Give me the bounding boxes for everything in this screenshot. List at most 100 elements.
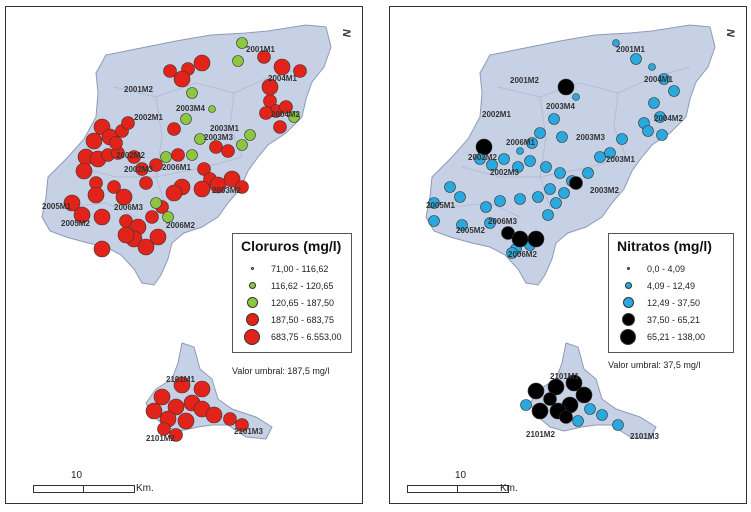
- sample-point: [642, 125, 654, 137]
- zone-label-2003M2: 2003M2: [590, 186, 619, 195]
- legend-class-2: 116,62 - 120,65: [233, 277, 351, 294]
- sample-point: [205, 406, 223, 424]
- sample-point: [516, 147, 524, 155]
- sample-point: [236, 37, 248, 49]
- zone-label-2004M1: 2004M1: [644, 75, 673, 84]
- zone-label-2005M2: 2005M2: [456, 226, 485, 235]
- zone-label-2005M2: 2005M2: [61, 219, 90, 228]
- legend-symbol: [248, 282, 256, 289]
- sample-point: [293, 64, 307, 78]
- sample-point: [480, 201, 492, 213]
- sample-point: [173, 70, 191, 88]
- legend-symbol: [622, 297, 634, 308]
- sample-point: [209, 140, 223, 154]
- sample-point: [75, 162, 93, 180]
- zone-label-2004M1: 2004M1: [268, 74, 297, 83]
- sample-point: [556, 131, 568, 143]
- sample-point: [612, 419, 624, 431]
- legend-label: 0,0 - 4,09: [647, 263, 686, 274]
- sample-point: [121, 116, 135, 130]
- legend-class-3: 12,49 - 37,50: [609, 294, 733, 311]
- zone-label-2003M3: 2003M3: [204, 133, 233, 142]
- sample-point: [93, 240, 111, 258]
- sample-point: [584, 403, 596, 415]
- sample-point: [221, 144, 235, 158]
- zone-label-2005M1: 2005M1: [42, 202, 71, 211]
- legend-label: 116,62 - 120,65: [271, 280, 334, 291]
- scale-bar: [33, 485, 137, 494]
- sample-point: [575, 386, 593, 404]
- legend-label: 65,21 - 138,00: [647, 331, 706, 342]
- sample-point: [524, 155, 536, 167]
- sample-point: [259, 106, 273, 120]
- sample-point: [232, 55, 244, 67]
- zone-label-2004M2: 2004M2: [654, 114, 683, 123]
- zone-label-2101M3: 2101M3: [234, 427, 263, 436]
- zone-label-2002M2: 2002M2: [116, 151, 145, 160]
- sample-point: [107, 180, 121, 194]
- legend-label: 71,00 - 116,62: [271, 263, 329, 274]
- chloride-legend: Cloruros (mg/l) 71,00 - 116,62 116,62 - 1…: [232, 233, 352, 353]
- sample-point: [520, 399, 532, 411]
- sample-point: [474, 153, 486, 165]
- sample-point: [559, 410, 573, 424]
- legend-symbol: [620, 328, 636, 345]
- sample-point: [197, 162, 211, 176]
- sample-point: [648, 63, 656, 71]
- sample-point: [532, 191, 544, 203]
- sample-point: [544, 183, 556, 195]
- sample-point: [137, 238, 155, 256]
- sample-point: [569, 176, 583, 190]
- scale-unit: Km.: [136, 483, 154, 494]
- legend-symbol: [244, 328, 260, 345]
- north-arrow-icon: N: [339, 29, 352, 37]
- zone-label-2101M3: 2101M3: [630, 432, 659, 441]
- nitrate-map: 2001M1 2001M2 2004M1 2003M4 2002M1 2004M2 2003…: [425, 24, 716, 441]
- sample-point: [444, 181, 456, 193]
- sample-point: [167, 398, 185, 416]
- legend-label: 37,50 - 65,21: [647, 314, 701, 325]
- zone-label-2101M2: 2101M2: [146, 434, 175, 443]
- sample-point: [186, 149, 198, 161]
- sample-point: [223, 170, 241, 188]
- sample-point: [153, 388, 171, 406]
- legend-symbol: [624, 282, 632, 289]
- zone-label-2101M2: 2101M2: [526, 430, 555, 439]
- scale-value: 10: [455, 470, 467, 481]
- zone-label-2005M1: 2005M1: [426, 201, 455, 210]
- legend-symbol: [246, 297, 258, 308]
- municipal-border: [77, 156, 243, 178]
- sample-point: [594, 151, 606, 163]
- sample-point: [244, 129, 256, 141]
- zone-label-2002M3: 2002M3: [490, 168, 519, 177]
- sample-point: [554, 167, 566, 179]
- sample-point: [160, 151, 172, 163]
- sample-point: [604, 147, 616, 159]
- ibiza-island: [425, 24, 716, 286]
- municipal-border: [461, 156, 627, 178]
- sample-point: [193, 180, 211, 198]
- sample-point: [542, 209, 554, 221]
- legend-symbol: [621, 313, 635, 326]
- chloride-map: 2001M1 2001M2 2002M1 2003M4 2004M1 2004M2 2003…: [41, 24, 332, 443]
- zone-label-2101M1: 2101M1: [550, 372, 579, 381]
- zone-label-2003M1: 2003M1: [606, 155, 635, 164]
- sample-point: [180, 113, 192, 125]
- sample-point: [162, 211, 174, 223]
- legend-label: 683,75 - 6.553,00: [271, 331, 342, 342]
- sample-point: [456, 219, 468, 231]
- sample-point: [169, 428, 183, 442]
- legend-title: Cloruros (mg/l): [241, 238, 342, 254]
- sample-point: [540, 161, 552, 173]
- sample-point: [171, 148, 185, 162]
- sample-point: [145, 210, 159, 224]
- sample-point: [273, 120, 287, 134]
- sample-point: [288, 111, 300, 123]
- sample-point: [193, 54, 211, 72]
- legend-label: 4,09 - 12,49: [647, 280, 696, 291]
- chloride-map-panel: 2001M1 2001M2 2002M1 2003M4 2004M1 2004M2 2003…: [5, 6, 363, 504]
- sample-point: [612, 39, 620, 47]
- scale-bar: [407, 485, 511, 494]
- sample-point: [486, 159, 498, 171]
- sample-point: [630, 53, 642, 65]
